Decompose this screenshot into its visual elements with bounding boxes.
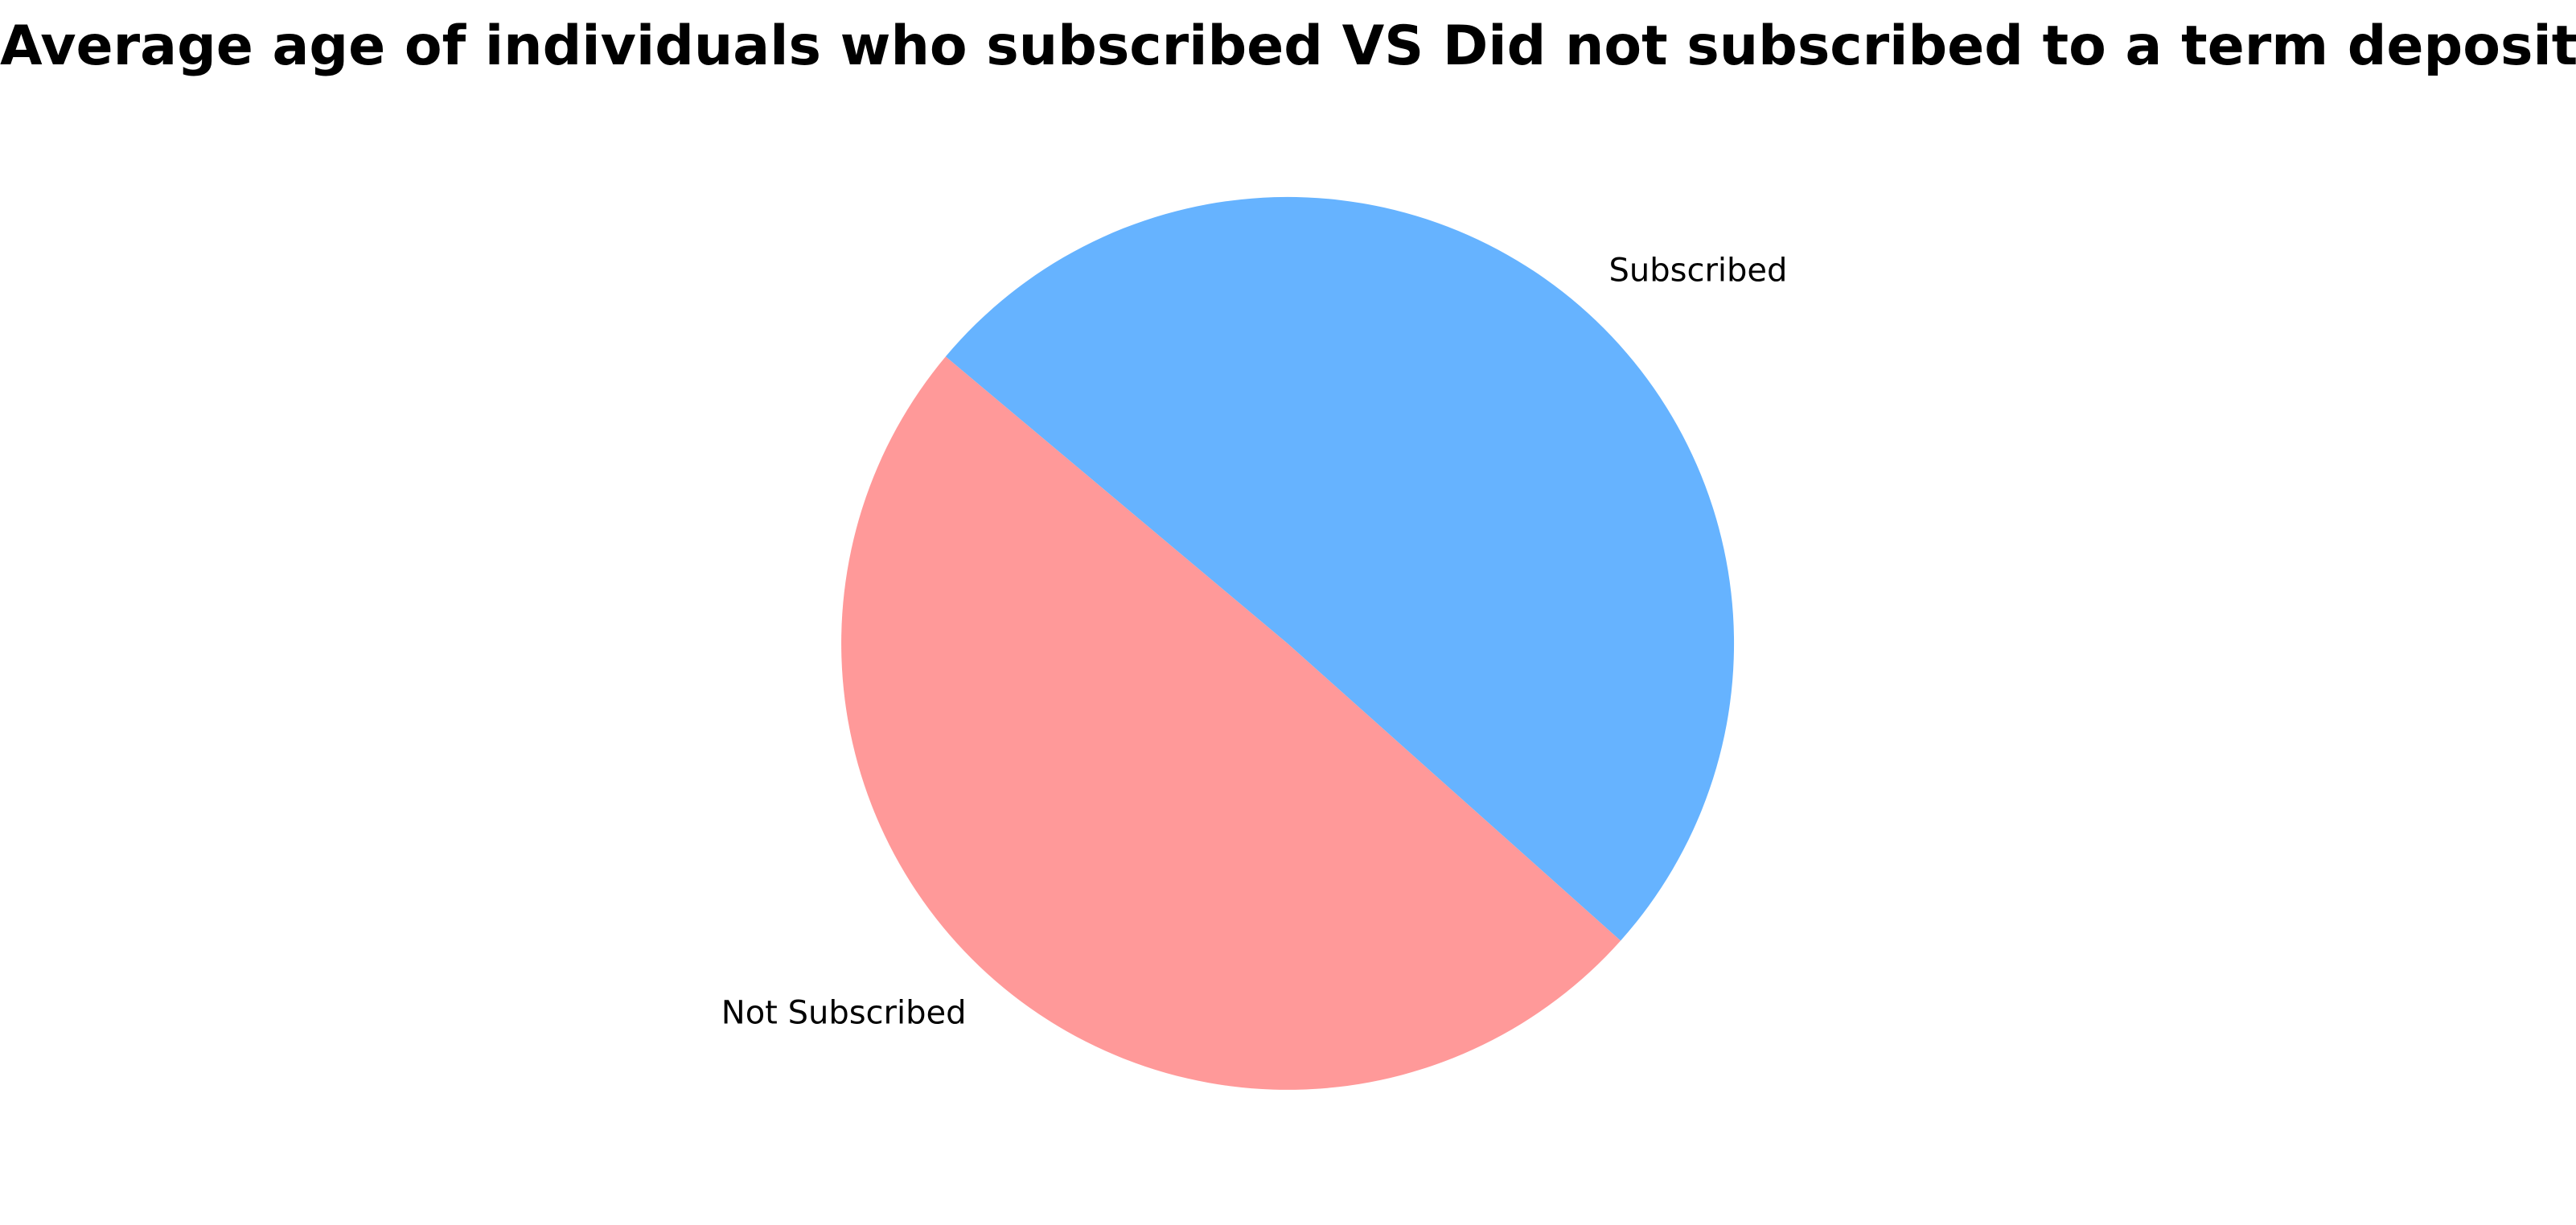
pie-slices	[841, 196, 1735, 1090]
pie-slice-not-subscribed	[841, 356, 1621, 1090]
pie-label-subscribed: Subscribed	[1608, 252, 1787, 289]
pie-label-not-subscribed: Not Subscribed	[721, 995, 967, 1032]
chart-title: Average age of individuals who subscribe…	[0, 14, 2576, 78]
pie-slice-subscribed	[945, 196, 1735, 941]
pie-labels: Not Subscribed Subscribed	[721, 252, 1788, 1031]
